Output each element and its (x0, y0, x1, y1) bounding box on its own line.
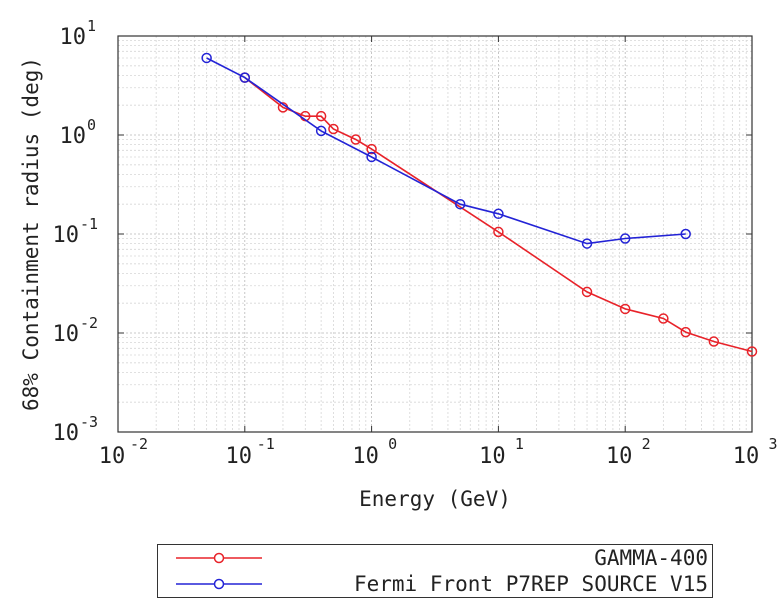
x-tick-label: 10 (226, 444, 253, 469)
x-tick-exponent: 1 (515, 435, 524, 453)
legend-swatch (176, 552, 262, 564)
data-point (581, 238, 593, 249)
x-tick-exponent: 2 (642, 435, 651, 453)
data-point (328, 123, 339, 135)
x-tick-label: 10 (733, 444, 760, 469)
legend-label: Fermi Front P7REP SOURCE V15 (353, 572, 708, 596)
y-tick-label: 10 (53, 223, 80, 248)
y-tick-label: 10 (60, 25, 87, 50)
x-tick-exponent: -2 (130, 435, 148, 453)
y-tick-exponent: -3 (80, 413, 98, 431)
axis-ticks: 10 -2 10 -1 10 0 10 1 10 2 10 310 -310 -210 -110 010 1 (53, 17, 778, 469)
data-point (746, 346, 758, 357)
x-axis-label: Energy (GeV) (359, 487, 511, 511)
y-tick-exponent: -1 (80, 215, 98, 233)
data-point (201, 52, 212, 64)
legend-swatch-marker (213, 552, 225, 564)
data-point (454, 198, 466, 210)
data-point (493, 226, 504, 238)
series (201, 52, 758, 357)
data-point (619, 233, 631, 244)
data-point (366, 151, 377, 163)
legend: GAMMA-400 Fermi Front P7REP SOURCE V15 (157, 544, 713, 598)
legend-swatch (176, 578, 262, 590)
series-1 (201, 52, 691, 249)
y-tick-exponent: 1 (87, 17, 96, 35)
series-line (206, 57, 686, 245)
data-point (581, 286, 593, 298)
data-point (350, 134, 362, 145)
data-point (619, 303, 631, 315)
x-tick-label: 10 (606, 444, 633, 469)
x-tick-label: 10 (479, 444, 506, 469)
x-tick-label: 10 (99, 444, 126, 469)
data-point (708, 336, 720, 347)
legend-item: GAMMA-400 (158, 545, 712, 571)
data-point (315, 110, 327, 122)
legend-label: GAMMA-400 (594, 546, 708, 570)
legend-item: Fermi Front P7REP SOURCE V15 (158, 571, 712, 597)
y-tick-exponent: 0 (87, 116, 96, 134)
x-tick-exponent: 3 (768, 435, 777, 453)
y-tick-label: 10 (53, 322, 80, 347)
data-point (366, 143, 377, 155)
y-tick-exponent: -2 (80, 314, 98, 332)
data-point (680, 326, 691, 338)
x-tick-exponent: -1 (257, 435, 275, 453)
y-axis-label: 68% Containment radius (deg) (19, 57, 43, 411)
legend-swatch-marker (213, 578, 225, 590)
data-point (493, 208, 504, 220)
x-tick-exponent: 0 (388, 435, 397, 453)
x-tick-label: 10 (352, 444, 379, 469)
data-point (658, 313, 669, 324)
data-point (315, 125, 327, 137)
grid (117, 36, 752, 433)
y-tick-label: 10 (53, 421, 80, 446)
data-point (239, 72, 251, 83)
data-point (680, 228, 691, 240)
y-tick-label: 10 (60, 124, 87, 149)
